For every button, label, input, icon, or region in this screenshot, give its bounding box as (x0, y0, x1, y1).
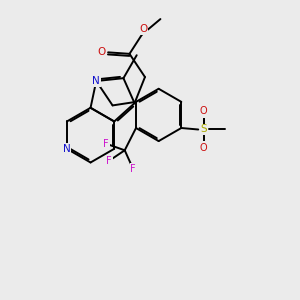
Text: O: O (200, 106, 207, 116)
Text: O: O (139, 24, 148, 34)
Text: S: S (200, 124, 207, 134)
Text: O: O (200, 143, 207, 153)
Text: O: O (98, 47, 106, 57)
Text: N: N (92, 76, 100, 86)
Text: F: F (106, 156, 112, 166)
Text: F: F (103, 139, 109, 149)
Text: F: F (130, 164, 136, 174)
Text: N: N (63, 144, 71, 154)
